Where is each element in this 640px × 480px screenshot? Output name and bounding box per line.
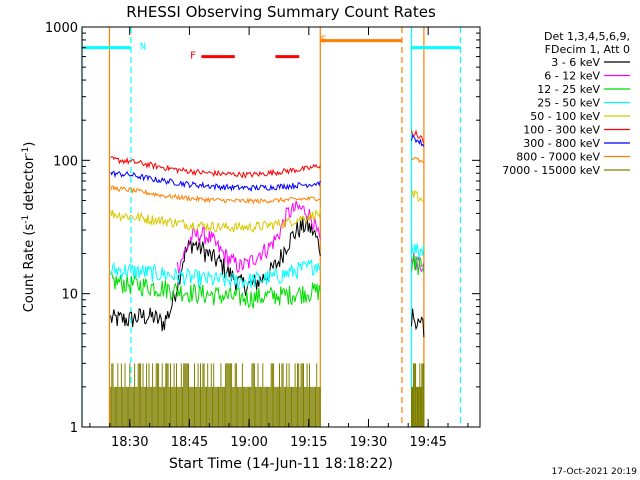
y-axis-label: Count Rate (s-1 detector-1) [21,142,37,313]
x-tick-label-2: 18:45 [171,435,208,450]
chart-title: RHESSI Observing Summary Count Rates [126,3,436,21]
series-1-line [110,216,321,332]
x-tick-label-6: 19:45 [409,435,446,450]
legend-label-8: 800 - 7000 keV [516,151,600,164]
legend-label-3: 12 - 25 keV [537,83,600,96]
footer-timestamp: 17-Oct-2021 20:19 [552,467,638,477]
x-tick-label-5: 19:30 [350,435,387,450]
y-tick-label-4: 1000 [45,21,78,36]
series-8-line [110,185,321,205]
legend-label-1: 3 - 6 keV [551,56,600,69]
x-tick-label-3: 19:00 [230,435,267,450]
series-5-line [110,208,321,234]
legend-label-2: 6 - 12 keV [544,70,600,83]
legend-label-5: 50 - 100 keV [530,110,600,123]
segment2-line-8 [411,308,425,338]
segment2-line-1 [411,129,425,144]
segment2-line-3 [411,157,425,164]
series-3-line [110,270,321,309]
axes: 18:30 18:45 19:00 19:15 19:30 19:45 1 10 100 1000 [45,21,480,450]
series-2-line [177,200,321,274]
series-9-line [110,363,321,427]
y-axis-label-sup1: -1 [21,215,31,224]
flag-label-n: N [140,42,146,53]
segment2-line-9 [411,363,425,427]
y-axis-label-main: Count Rate (s [22,224,37,313]
plot-frame [81,26,481,428]
legend-label-4: 25 - 50 keV [537,97,600,110]
legend-header-2: FDecim 1, Att 0 [545,43,630,56]
series-7-line [110,170,321,193]
flag-label-s: S [321,35,327,46]
segment2-line-7 [411,254,425,276]
x-tick-label-1: 18:30 [111,435,148,450]
legend-label-9: 7000 - 15000 keV [502,164,600,177]
y-axis-label-mid: detector [22,155,37,215]
series-6-line [110,156,321,179]
y-axis-label-end: ) [22,142,37,147]
legend-label-6: 100 - 300 keV [523,124,600,137]
y-tick-label-2: 10 [61,288,78,303]
y-tick-label-3: 100 [53,154,78,169]
legend-label-7: 300 - 800 keV [523,137,600,150]
x-axis-label: Start Time (14-Jun-11 18:18:22) [169,456,393,472]
plot-area: N S F [81,27,462,427]
legend: Det 1,3,4,5,6,9,FDecim 1, Att 03 - 6 keV… [502,30,630,177]
series-4-line [110,258,321,289]
y-axis-label-sup2: -1 [21,147,31,156]
segment2-line-4 [411,189,425,203]
flag-label-f: F [190,51,196,62]
legend-header-1: Det 1,3,4,5,6,9, [544,30,630,43]
x-tick-label-4: 19:15 [290,435,327,450]
segment2-line-2 [411,134,425,147]
y-tick-label-1: 1 [70,421,78,436]
